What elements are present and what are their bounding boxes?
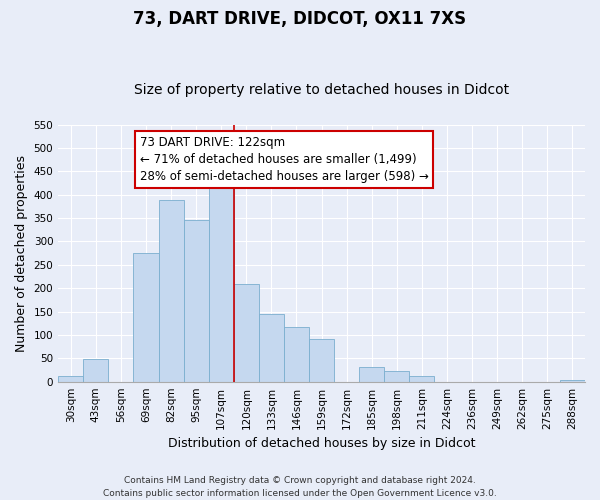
Text: 73 DART DRIVE: 122sqm
← 71% of detached houses are smaller (1,499)
28% of semi-d: 73 DART DRIVE: 122sqm ← 71% of detached …	[140, 136, 429, 183]
Bar	[209, 186, 234, 382]
Bar	[309, 338, 334, 382]
Text: 73, DART DRIVE, DIDCOT, OX11 7XS: 73, DART DRIVE, DIDCOT, OX11 7XS	[133, 10, 467, 28]
X-axis label: Distribution of detached houses by size in Didcot: Distribution of detached houses by size …	[168, 437, 475, 450]
Title: Size of property relative to detached houses in Didcot: Size of property relative to detached ho…	[134, 83, 509, 97]
Bar	[359, 366, 385, 382]
Bar	[385, 372, 409, 382]
Bar	[560, 380, 585, 382]
Y-axis label: Number of detached properties: Number of detached properties	[15, 154, 28, 352]
Bar	[284, 326, 309, 382]
Bar	[158, 200, 184, 382]
Bar	[234, 284, 259, 382]
Bar	[409, 376, 434, 382]
Bar	[259, 314, 284, 382]
Bar	[58, 376, 83, 382]
Bar	[83, 359, 109, 382]
Text: Contains HM Land Registry data © Crown copyright and database right 2024.
Contai: Contains HM Land Registry data © Crown c…	[103, 476, 497, 498]
Bar	[133, 253, 158, 382]
Bar	[184, 220, 209, 382]
